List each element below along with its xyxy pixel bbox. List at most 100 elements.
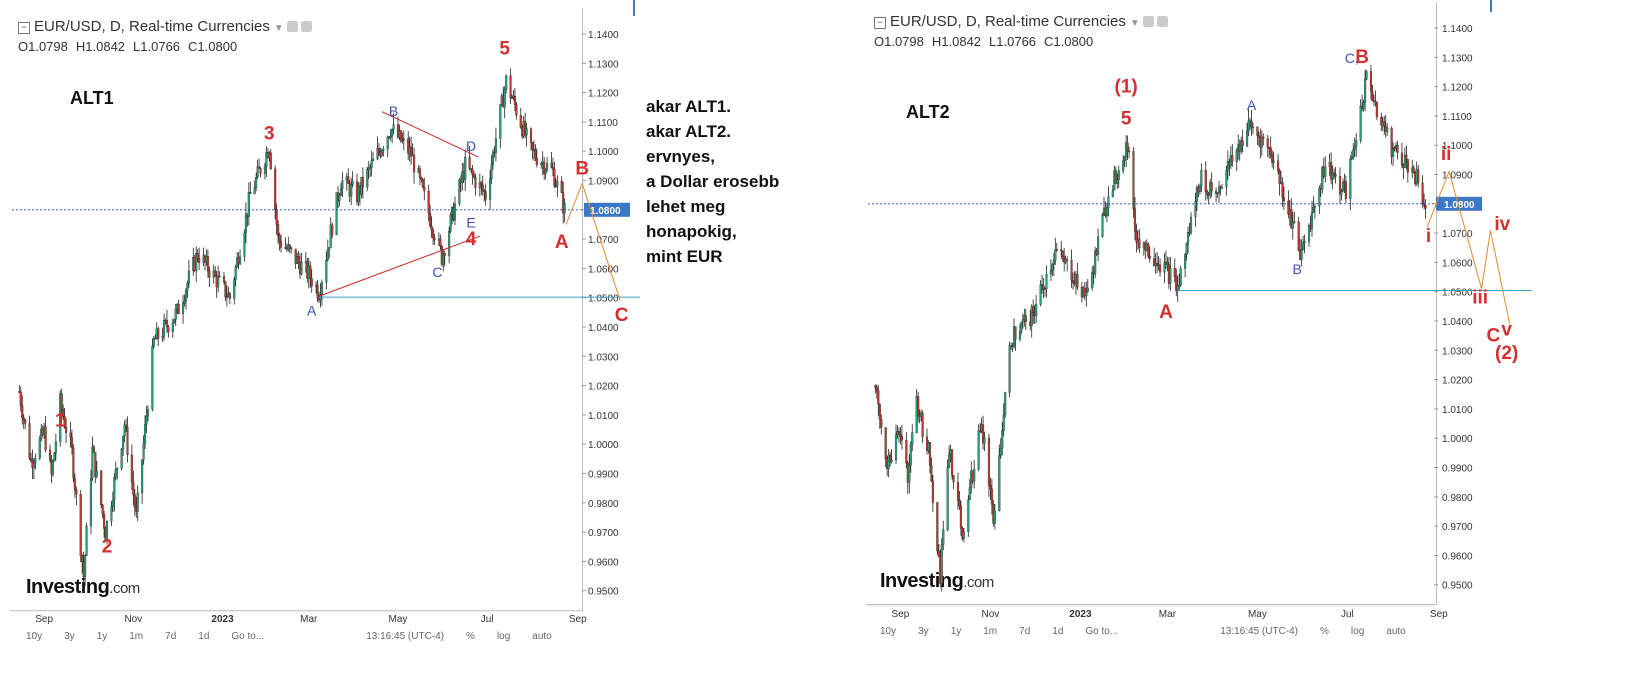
- candle: [339, 188, 342, 196]
- chart-header[interactable]: − EUR/USD, D, Real-time Currencies ▼: [874, 13, 1168, 30]
- candle: [936, 502, 939, 552]
- collapse-icon[interactable]: −: [18, 22, 30, 34]
- candle: [946, 467, 949, 530]
- wave-label: E: [466, 214, 475, 230]
- candle: [1169, 268, 1172, 284]
- chevron-down-icon[interactable]: ▼: [1129, 18, 1140, 29]
- candle: [165, 320, 169, 328]
- close-value: C1.0800: [188, 39, 238, 54]
- range-7d[interactable]: 7d: [1019, 626, 1031, 637]
- range-1m[interactable]: 1m: [129, 631, 144, 642]
- log-toggle[interactable]: log: [496, 631, 511, 642]
- candle: [243, 232, 246, 257]
- y-tick-label: 0.9900: [588, 470, 619, 481]
- y-tick-label: 1.0000: [1442, 434, 1473, 445]
- x-tick-label: 2023: [211, 614, 234, 625]
- candle: [887, 454, 890, 469]
- candle: [1324, 166, 1327, 177]
- candle: [290, 247, 293, 250]
- range-3y[interactable]: 3y: [64, 631, 75, 642]
- candle: [1008, 345, 1011, 393]
- wave-label: B: [575, 159, 589, 180]
- candle: [29, 458, 33, 461]
- range-10y[interactable]: 10y: [26, 631, 43, 642]
- candle: [399, 130, 402, 142]
- y-tick-label: 1.0100: [588, 411, 619, 422]
- candle: [448, 231, 451, 256]
- range-7d[interactable]: 7d: [165, 631, 177, 642]
- range-1y[interactable]: 1y: [96, 631, 108, 642]
- candle: [1349, 158, 1352, 199]
- high-value: H1.0842: [931, 34, 982, 49]
- candle: [515, 104, 518, 116]
- candle: [1246, 130, 1249, 146]
- investing-logo: Investing.com: [880, 570, 994, 593]
- candle: [921, 412, 924, 437]
- range-1m[interactable]: 1m: [983, 626, 998, 637]
- candle: [116, 468, 119, 470]
- candle: [123, 424, 126, 437]
- candle: [1375, 101, 1378, 118]
- candle: [233, 279, 236, 299]
- candle: [983, 437, 986, 444]
- candle: [133, 494, 136, 508]
- candle: [48, 449, 52, 460]
- auto-toggle[interactable]: auto: [532, 631, 552, 642]
- candle: [979, 430, 982, 432]
- candle: [1086, 287, 1089, 293]
- candle: [1204, 170, 1207, 192]
- candle: [1297, 221, 1300, 251]
- candle: [309, 265, 312, 279]
- candle: [1240, 140, 1243, 152]
- chart-panel-alt2: − EUR/USD, D, Real-time Currencies ▼ O1.07…: [856, 0, 1636, 674]
- goto-button[interactable]: Go to...: [231, 631, 265, 642]
- y-tick-label: 1.0900: [1442, 171, 1473, 182]
- candle: [44, 426, 47, 451]
- candle: [1076, 274, 1079, 288]
- x-tick-label: Mar: [300, 614, 318, 625]
- candle: [894, 434, 898, 461]
- candle: [1035, 304, 1038, 316]
- range-1d[interactable]: 1d: [1052, 626, 1064, 637]
- range-1d[interactable]: 1d: [198, 631, 210, 642]
- chart-svg-alt2: 1.1400 1.1300 1.1200 1.1100 1.1000 1.0900 1.08…: [868, 24, 1532, 620]
- percent-toggle[interactable]: %: [1320, 626, 1329, 637]
- candle: [187, 270, 190, 284]
- y-tick-label: 1.1400: [1442, 24, 1473, 35]
- candle: [1302, 242, 1305, 250]
- settings-icons[interactable]: [1140, 13, 1168, 30]
- candle: [51, 460, 54, 475]
- candle: [443, 252, 446, 256]
- settings-icons[interactable]: [284, 18, 312, 35]
- wave-label: (1): [1115, 76, 1138, 97]
- candle: [1412, 167, 1415, 173]
- auto-toggle[interactable]: auto: [1386, 626, 1406, 637]
- chevron-down-icon[interactable]: ▼: [273, 23, 284, 34]
- candle: [410, 146, 413, 157]
- candle: [19, 391, 22, 406]
- goto-button[interactable]: Go to...: [1085, 626, 1119, 637]
- x-tick-label: Nov: [124, 614, 142, 625]
- x-tick-label: Jul: [1341, 609, 1354, 620]
- candle: [1405, 154, 1408, 160]
- candle: [263, 165, 266, 174]
- logo-suffix: .com: [963, 574, 994, 591]
- candle: [297, 256, 300, 263]
- y-tick-label: 0.9600: [588, 557, 619, 568]
- range-3y[interactable]: 3y: [918, 626, 929, 637]
- log-toggle[interactable]: log: [1350, 626, 1365, 637]
- candle: [1262, 136, 1265, 139]
- collapse-icon[interactable]: −: [874, 17, 886, 29]
- candle: [1369, 71, 1373, 92]
- percent-toggle[interactable]: %: [466, 631, 475, 642]
- candle: [1070, 260, 1073, 281]
- candle: [1278, 170, 1281, 185]
- range-10y[interactable]: 10y: [880, 626, 897, 637]
- candle: [1220, 187, 1224, 189]
- candle: [989, 485, 992, 490]
- candle: [214, 270, 217, 276]
- range-1y[interactable]: 1y: [950, 626, 962, 637]
- chart-header[interactable]: − EUR/USD, D, Real-time Currencies ▼: [18, 18, 312, 35]
- candle: [182, 303, 185, 314]
- candle: [421, 179, 424, 188]
